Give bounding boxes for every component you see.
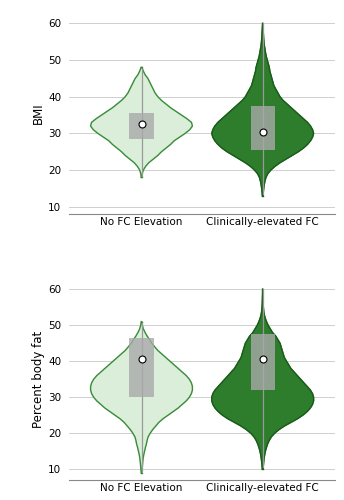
Bar <box>250 334 275 390</box>
Y-axis label: Percent body fat: Percent body fat <box>32 330 45 428</box>
Polygon shape <box>90 322 192 473</box>
Polygon shape <box>90 68 192 178</box>
Y-axis label: BMI: BMI <box>32 102 45 124</box>
Polygon shape <box>212 290 314 469</box>
Polygon shape <box>212 24 314 196</box>
Bar <box>129 338 154 397</box>
Bar <box>129 114 154 139</box>
Bar <box>250 106 275 150</box>
